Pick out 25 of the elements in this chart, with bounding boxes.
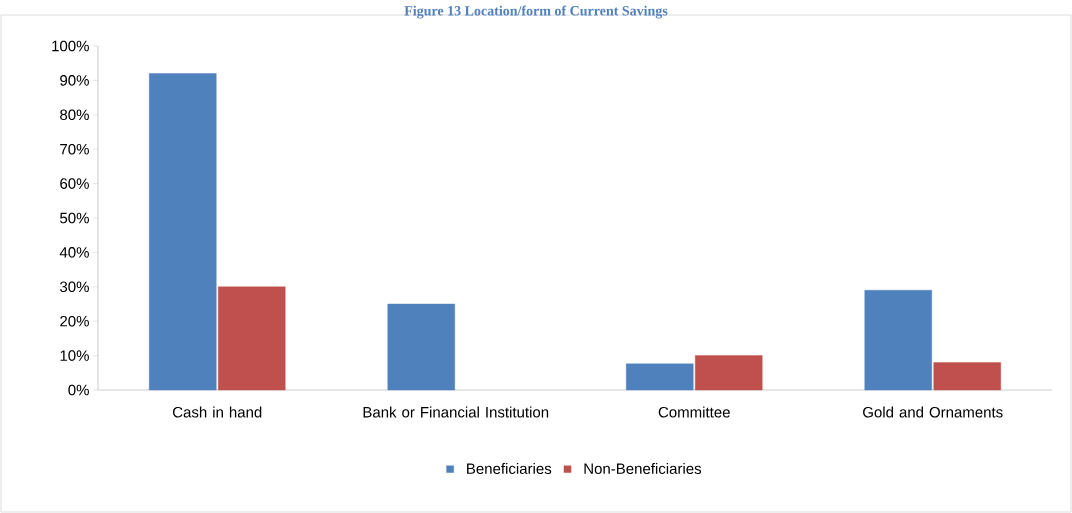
y-tick-label: 40% [59, 247, 89, 258]
legend-label: Non-Beneficiaries [584, 462, 702, 474]
chart-title: Figure 13 Location/form of Current Savings [404, 5, 668, 19]
y-tick-label: 100% [52, 40, 89, 52]
bar [933, 362, 1001, 391]
x-tick-label: Gold and Ornaments [863, 406, 1003, 418]
y-tick-label: 20% [60, 315, 89, 327]
y-tick-label: 30% [60, 281, 89, 293]
y-tick-label: 10% [60, 350, 89, 361]
x-tick-label: Committee [658, 406, 730, 418]
y-tick-label: 80% [60, 109, 89, 121]
x-tick-label: Bank or Financial Institution [363, 406, 549, 418]
y-tick-label: 0% [68, 384, 89, 396]
y-tick-label: 70% [60, 143, 89, 155]
bar [626, 363, 694, 391]
bar [864, 290, 932, 391]
bar [387, 303, 455, 391]
bar [695, 355, 763, 391]
x-tick-label: Cash in hand [172, 406, 262, 418]
y-tick-label: 90% [60, 75, 89, 86]
legend-label: Beneficiaries [467, 462, 552, 474]
y-tick-label: 60% [60, 178, 89, 189]
bar [218, 286, 286, 391]
y-tick-label: 50% [60, 212, 89, 224]
bar [149, 73, 217, 391]
